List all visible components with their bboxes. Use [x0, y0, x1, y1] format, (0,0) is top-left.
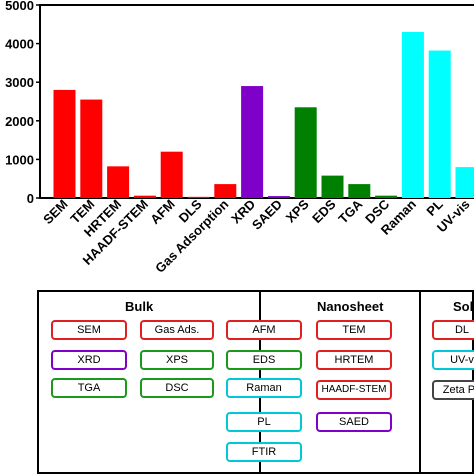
- x-tick-label: XPS: [283, 196, 312, 225]
- tag-eds: EDS: [226, 350, 302, 370]
- section-divider-2: [419, 292, 421, 472]
- y-axis: 0 1000 2000 3000 4000 5000: [5, 0, 40, 206]
- tag-uv-vis: UV-v: [432, 350, 474, 370]
- tag-dls: DL: [432, 320, 474, 340]
- bar-tem: [80, 99, 103, 198]
- bar-haadf-stem: [133, 195, 156, 198]
- x-tick-label: AFM: [147, 197, 178, 228]
- bar-chart: 0 1000 2000 3000 4000 5000 SEMTEMHRTEMHAADF-S…: [5, 0, 474, 276]
- y-tick-label: 4000: [5, 37, 34, 52]
- bar-saed: [267, 196, 290, 198]
- tag-tem: TEM: [316, 320, 392, 340]
- bar-afm: [160, 151, 183, 198]
- x-tick-label: SEM: [40, 197, 71, 228]
- bar-uv-vis: [455, 167, 474, 198]
- bar-dls: [187, 196, 210, 198]
- y-tick-label: 3000: [5, 75, 34, 90]
- bar-pl: [428, 50, 451, 198]
- bar-eds: [321, 175, 344, 198]
- bar-gas-adsorption: [214, 184, 237, 198]
- bar-tga: [348, 184, 371, 198]
- section-title-bulk: Bulk: [125, 299, 154, 314]
- tag-dsc: DSC: [140, 378, 214, 398]
- bar-raman: [401, 32, 424, 198]
- tag-saed: SAED: [316, 412, 392, 432]
- tag-zeta-potential: Zeta Po: [432, 380, 474, 400]
- tag-tga: TGA: [51, 378, 127, 398]
- bar-xrd: [241, 86, 264, 198]
- section-title-solution: Solu: [453, 299, 474, 314]
- tag-haadf-stem: HAADF-STEM: [316, 380, 392, 400]
- tag-pl: PL: [226, 412, 302, 432]
- x-tick-label: TGA: [335, 196, 365, 226]
- bar-dsc: [375, 195, 398, 198]
- x-tick-label: EDS: [309, 196, 339, 226]
- tag-hrtem: HRTEM: [316, 350, 392, 370]
- y-tick-label: 1000: [5, 152, 34, 167]
- tag-ftir: FTIR: [226, 442, 302, 462]
- tag-afm: AFM: [226, 320, 302, 340]
- bar-sem: [53, 89, 76, 198]
- y-tick-label: 0: [27, 191, 34, 206]
- bar-xps: [294, 107, 317, 198]
- bars-group: [53, 32, 474, 198]
- tag-xrd: XRD: [51, 350, 127, 370]
- y-tick-label: 2000: [5, 114, 34, 129]
- section-title-nanosheet: Nanosheet: [317, 299, 384, 314]
- x-tick-label: SAED: [249, 197, 285, 233]
- bar-hrtem: [107, 166, 130, 198]
- technique-legend-panel: Bulk Nanosheet Solu SEM Gas Ads. AFM TEM…: [37, 290, 474, 474]
- y-tick-label: 5000: [5, 0, 34, 13]
- tag-gas-ads: Gas Ads.: [140, 320, 214, 340]
- tag-raman: Raman: [226, 378, 302, 398]
- tag-sem: SEM: [51, 320, 127, 340]
- tag-xps: XPS: [140, 350, 214, 370]
